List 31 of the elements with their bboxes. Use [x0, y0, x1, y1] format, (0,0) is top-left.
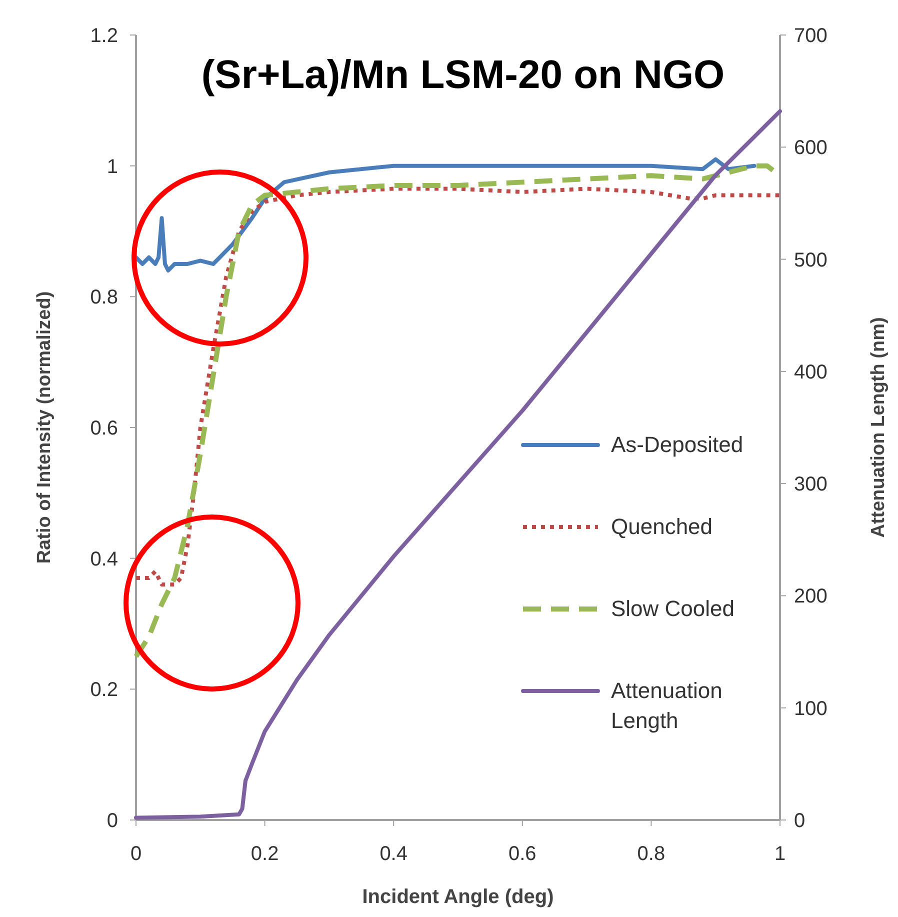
y2-axis-title: Attenuation Length (nm): [868, 317, 889, 538]
y2-tick-label: 300: [794, 474, 828, 496]
y2-tick-label: 600: [794, 137, 828, 160]
y-tick-label: 0.6: [90, 418, 118, 440]
x-tick-label: 0: [130, 843, 142, 865]
y2-tick-label: 500: [794, 249, 828, 272]
y2-tick-label: 100: [794, 698, 828, 720]
x-tick-label: 0.8: [637, 843, 666, 865]
y-axis-title: Ratio of Intensity (normalized): [34, 291, 55, 564]
chart-title: (Sr+La)/Mn LSM-20 on NGO: [201, 53, 725, 97]
x-tick-label: 1: [774, 843, 786, 865]
y-tick-label: 0.2: [90, 679, 118, 702]
x-tick-label: 0.2: [250, 843, 279, 865]
line-series: [134, 186, 782, 586]
y-tick-label: 0.8: [90, 286, 118, 309]
y-tick-label: 1: [106, 156, 118, 178]
y-tick-label: 1.2: [90, 25, 118, 47]
y-tick-label: 0: [106, 810, 118, 832]
line-series: [134, 157, 756, 272]
y-tick-label: 0.4: [90, 548, 118, 570]
legend-label: Quenched: [611, 514, 713, 539]
x-tick-label: 0.6: [508, 843, 536, 865]
y2-tick-label: 700: [794, 25, 828, 47]
legend-label: As-Deposited: [611, 432, 744, 457]
y2-tick-label: 200: [794, 586, 828, 608]
y2-tick-label: 0: [794, 810, 806, 832]
x-tick-label: 0.4: [380, 843, 408, 865]
x-axis-title: Incident Angle (deg): [362, 886, 554, 908]
legend-label: Slow Cooled: [611, 596, 735, 621]
y2-tick-label: 400: [794, 361, 828, 384]
legend-label: Attenuation Length: [611, 678, 722, 733]
